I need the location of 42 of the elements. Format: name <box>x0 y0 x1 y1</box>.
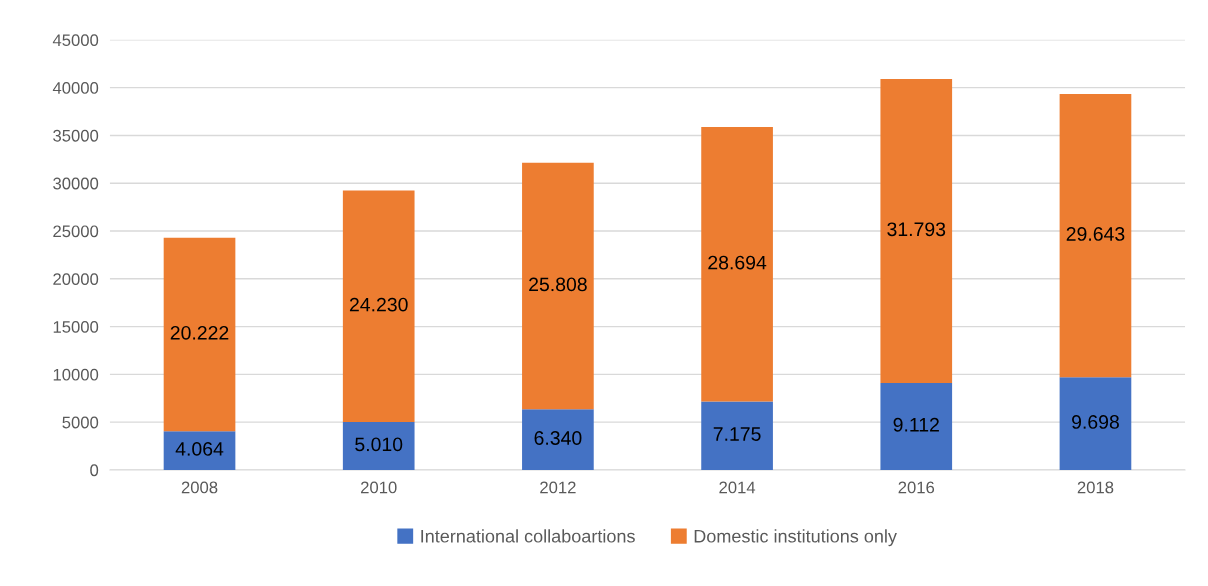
legend-label: International collaboartions <box>421 529 635 543</box>
data-label: 20.222 <box>170 325 229 340</box>
bar <box>163 237 236 432</box>
x-tick-label: 2008 <box>181 481 218 494</box>
x-tick-label: 2018 <box>1077 481 1114 494</box>
y-tick-label: 35000 <box>53 129 99 142</box>
y-tick-label: 40000 <box>52 82 99 94</box>
bar <box>701 127 773 402</box>
data-label: 7.175 <box>713 427 761 441</box>
bar <box>701 401 773 470</box>
x-tick-label: 2014 <box>719 481 756 494</box>
bar <box>880 382 953 470</box>
x-tick-label: 2010 <box>361 481 397 494</box>
y-tick-label: 0 <box>90 464 99 477</box>
bar <box>163 431 236 470</box>
data-label: 24.230 <box>349 297 408 312</box>
x-tick-label: 2016 <box>898 481 935 494</box>
y-tick-label: 25000 <box>53 225 99 238</box>
bar <box>1059 377 1132 470</box>
data-label: 31.793 <box>887 222 946 237</box>
x-tick-label: 2012 <box>540 481 576 494</box>
y-tick-label: 45000 <box>52 34 99 47</box>
data-label: 25.808 <box>529 277 587 292</box>
bar <box>880 78 953 383</box>
data-label: 9.698 <box>1072 415 1119 429</box>
y-tick-label: 5000 <box>62 416 99 429</box>
bar <box>342 422 415 470</box>
data-label: 6.340 <box>534 431 582 445</box>
data-label: 29.643 <box>1066 227 1125 241</box>
legend-label: Domestic institutions only <box>694 529 897 547</box>
data-label: 5.010 <box>355 437 403 452</box>
y-tick-label: 30000 <box>53 177 99 190</box>
bar <box>342 190 415 423</box>
y-tick-label: 20000 <box>53 273 99 286</box>
bar <box>1059 93 1132 378</box>
y-tick-label: 15000 <box>53 321 99 333</box>
bar <box>522 162 594 410</box>
bar <box>522 409 594 470</box>
y-tick-label: 10000 <box>53 368 99 381</box>
data-label: 9.112 <box>893 417 939 432</box>
data-label: 4.064 <box>175 442 224 456</box>
data-label: 28.694 <box>708 255 767 270</box>
